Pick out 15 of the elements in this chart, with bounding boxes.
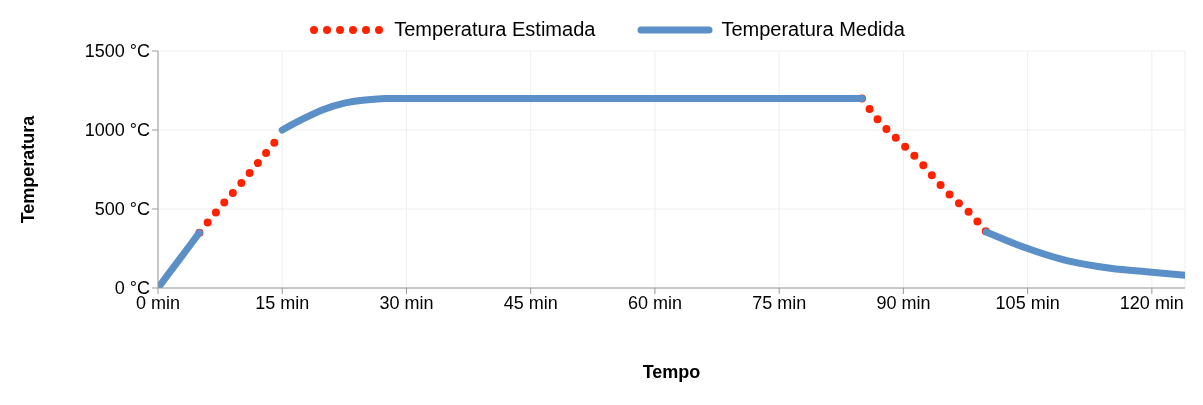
x-tick-label: 60 min [627,292,682,313]
x-tick-label: 30 min [379,292,434,313]
y-tick-label: 1500 °C [84,41,150,62]
legend-label: Temperatura Estimada [394,18,596,41]
x-tick-label: 120 min [1119,292,1184,313]
x-tick-label: 45 min [503,292,558,313]
x-tick-label: 90 min [876,292,931,313]
legend-label: Temperatura Medida [721,18,905,41]
y-axis-title: Temperatura [18,114,39,224]
x-tick-label: 15 min [255,292,310,313]
y-tick-label: 1000 °C [84,120,150,141]
y-tick-label: 500 °C [94,199,150,220]
x-axis-title: Tempo [642,362,701,382]
x-tick-label: 105 min [995,292,1060,313]
x-tick-label: 75 min [752,292,807,313]
